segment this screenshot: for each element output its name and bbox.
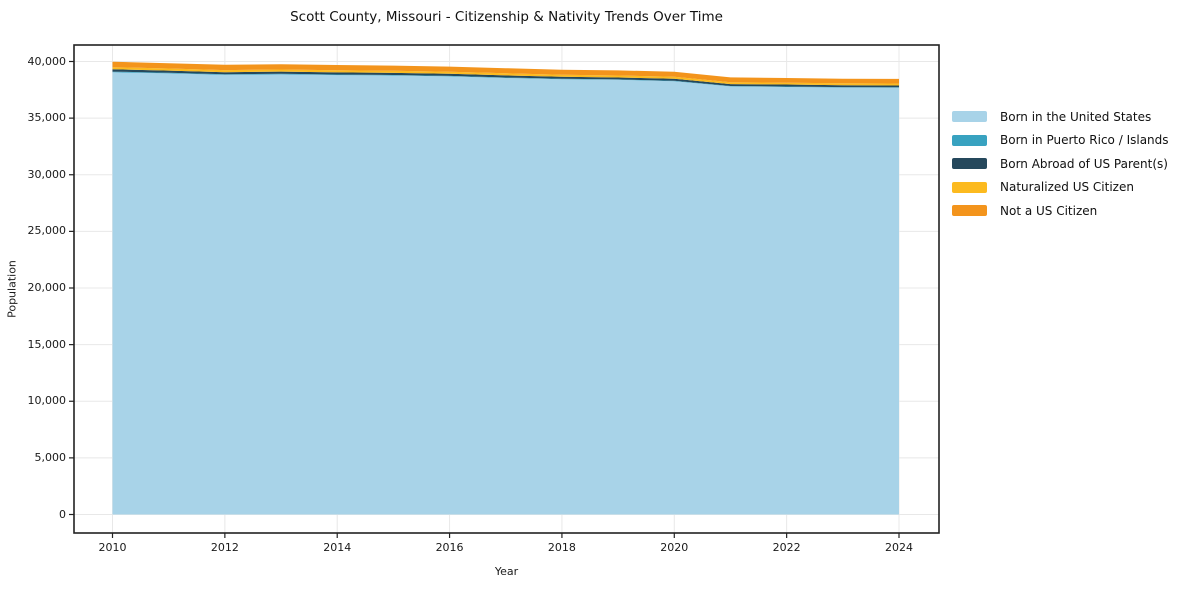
- x-tick-label: 2024: [885, 541, 913, 554]
- legend-item-naturalized: Naturalized US Citizen: [952, 176, 1169, 200]
- legend-item-not-citizen: Not a US Citizen: [952, 199, 1169, 223]
- area-series-3: [112, 67, 899, 86]
- legend-swatch-born-pr-islands: [952, 134, 987, 146]
- x-tick-label: 2016: [435, 541, 464, 554]
- y-tick-label: 40,000: [27, 54, 67, 68]
- y-tick-label: 20,000: [27, 281, 67, 294]
- legend-swatch-naturalized: [952, 181, 987, 193]
- chart-title: Scott County, Missouri - Citizenship & N…: [290, 9, 723, 25]
- y-tick-label: 25,000: [27, 224, 67, 238]
- y-tick-label: 10,000: [27, 394, 67, 408]
- x-tick-label: 2018: [547, 541, 576, 554]
- legend-swatch-born-us: [952, 111, 987, 123]
- legend-label: Born Abroad of US Parent(s): [1000, 156, 1168, 171]
- area-series-0: [112, 72, 899, 515]
- area-series-1: [112, 71, 899, 88]
- x-tick-label: 2010: [98, 541, 127, 554]
- y-tick-label: 5,000: [34, 450, 67, 464]
- x-tick-label: 2014: [323, 541, 352, 554]
- x-tick-label: 2020: [660, 541, 689, 554]
- x-tick-label: 2022: [772, 541, 801, 554]
- area-series-2: [112, 69, 899, 88]
- y-tick-label: 35,000: [27, 111, 67, 125]
- legend-label: Born in the United States: [1000, 109, 1152, 124]
- legend-label: Born in Puerto Rico / Islands: [1000, 133, 1169, 148]
- legend-label: Naturalized US Citizen: [1000, 180, 1134, 195]
- legend-item-born-pr-islands: Born in Puerto Rico / Islands: [952, 129, 1169, 153]
- y-tick-label: 0: [59, 507, 66, 521]
- legend-swatch-not-citizen: [952, 205, 987, 217]
- legend-swatch-born-abroad: [952, 158, 987, 170]
- y-tick-label: 15,000: [27, 337, 67, 351]
- x-tick-label: 2012: [210, 541, 239, 554]
- plot-border: [73, 44, 940, 534]
- legend-label: Not a US Citizen: [1000, 203, 1098, 218]
- x-axis-label: Year: [494, 565, 519, 578]
- y-tick-label: 30,000: [27, 167, 67, 181]
- area-series-4: [112, 61, 899, 84]
- legend-item-born-abroad: Born Abroad of US Parent(s): [952, 152, 1169, 176]
- legend: Born in the United States Born in Puerto…: [952, 105, 1169, 223]
- legend-item-born-us: Born in the United States: [952, 105, 1169, 129]
